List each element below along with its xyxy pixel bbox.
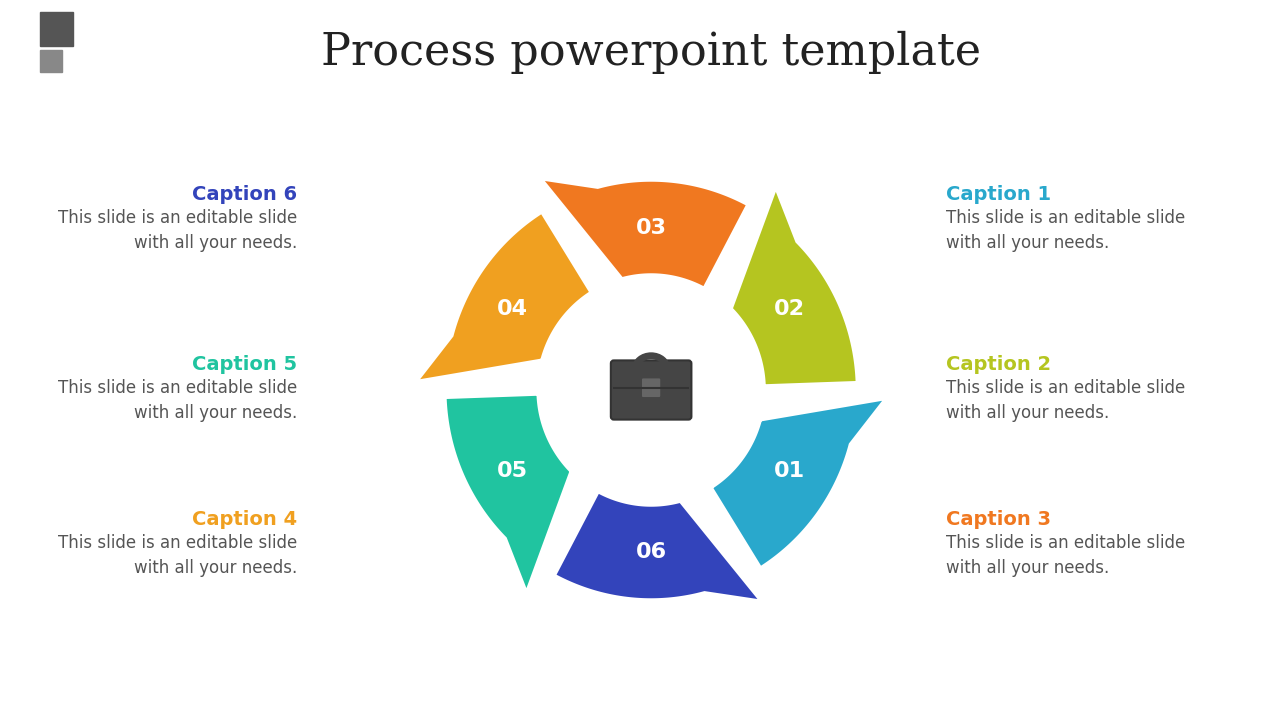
Polygon shape (731, 187, 858, 386)
Text: This slide is an editable slide
with all your needs.: This slide is an editable slide with all… (946, 379, 1185, 422)
Text: Caption 5: Caption 5 (192, 355, 297, 374)
Text: This slide is an editable slide
with all your needs.: This slide is an editable slide with all… (58, 379, 297, 422)
FancyBboxPatch shape (611, 361, 691, 420)
Text: This slide is an editable slide
with all your needs.: This slide is an editable slide with all… (946, 534, 1185, 577)
Text: Caption 4: Caption 4 (192, 510, 297, 529)
Text: This slide is an editable slide
with all your needs.: This slide is an editable slide with all… (946, 209, 1185, 252)
Text: 05: 05 (498, 462, 529, 481)
Text: Caption 2: Caption 2 (946, 355, 1051, 374)
Polygon shape (416, 212, 591, 382)
Text: Caption 1: Caption 1 (946, 185, 1051, 204)
Bar (40, 50, 61, 72)
Polygon shape (540, 179, 748, 289)
Text: Caption 3: Caption 3 (946, 510, 1051, 529)
Polygon shape (445, 394, 571, 593)
Text: This slide is an editable slide
with all your needs.: This slide is an editable slide with all… (58, 534, 297, 577)
Text: 06: 06 (636, 542, 667, 562)
Text: Process powerpoint template: Process powerpoint template (321, 30, 982, 73)
Circle shape (541, 278, 762, 502)
Text: 02: 02 (774, 299, 805, 319)
Text: 04: 04 (498, 299, 529, 319)
Text: Caption 6: Caption 6 (192, 185, 297, 204)
Text: This slide is an editable slide
with all your needs.: This slide is an editable slide with all… (58, 209, 297, 252)
Polygon shape (710, 398, 886, 568)
Bar (40, 12, 73, 46)
FancyBboxPatch shape (641, 377, 662, 398)
Polygon shape (554, 492, 762, 601)
Text: 01: 01 (774, 462, 805, 481)
Text: 03: 03 (636, 217, 667, 238)
